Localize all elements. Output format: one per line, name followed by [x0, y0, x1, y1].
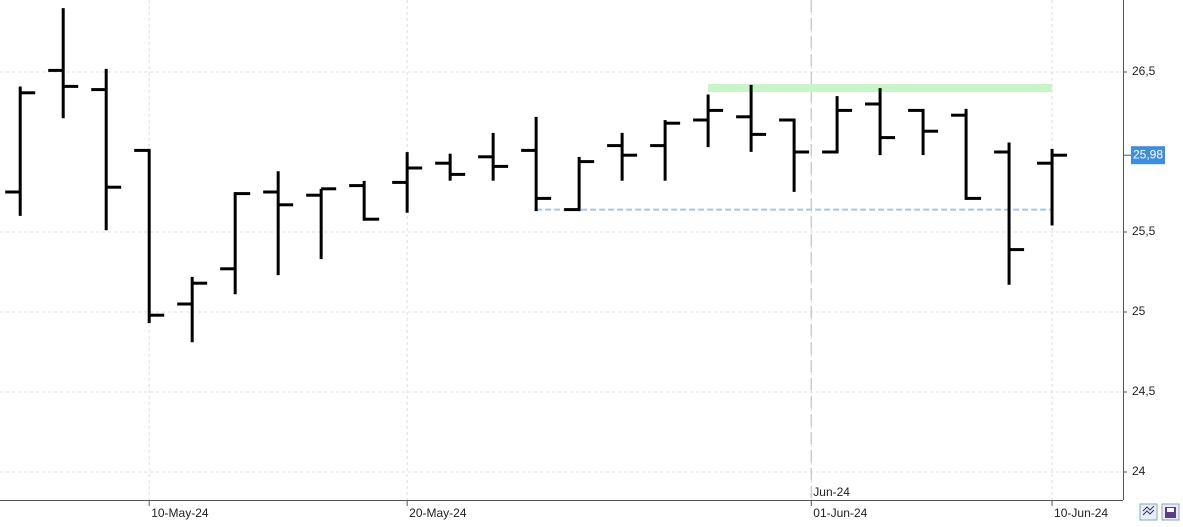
y-tick-label: 24,5 [1132, 384, 1156, 398]
save-icon-label [1167, 508, 1174, 512]
last-price-label: 25,98 [1133, 147, 1163, 161]
last-price-box [1131, 146, 1165, 165]
x-tick-label: 10-May-24 [151, 506, 209, 520]
y-tick-label: 25 [1132, 304, 1146, 318]
x-tick-label: 01-Jun-24 [813, 506, 867, 520]
y-tick-label: 24 [1132, 464, 1146, 478]
month-label: Jun-24 [813, 485, 850, 499]
y-tick-label: 26,5 [1132, 64, 1156, 78]
x-tick-label: 10-Jun-24 [1054, 506, 1108, 520]
x-tick-label: 20-May-24 [409, 506, 467, 520]
scale-icon [1142, 505, 1155, 516]
save-icon [1165, 507, 1176, 518]
y-tick-label: 25,5 [1132, 224, 1156, 238]
